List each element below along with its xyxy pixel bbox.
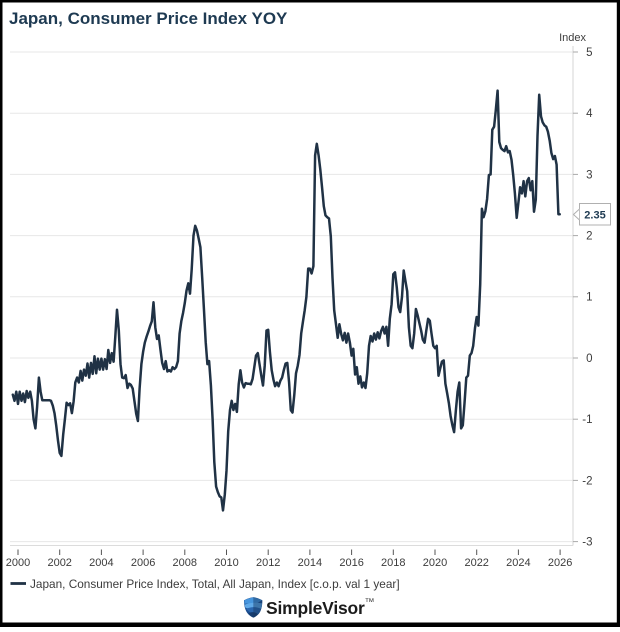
svg-text:2.35: 2.35 [584,210,605,222]
svg-text:2020: 2020 [423,557,447,569]
svg-text:2016: 2016 [339,557,363,569]
svg-text:-1: -1 [582,414,592,426]
svg-text:2012: 2012 [256,557,280,569]
svg-text:SimpleVisor: SimpleVisor [266,598,365,618]
svg-text:2014: 2014 [298,557,322,569]
svg-text:2006: 2006 [131,557,155,569]
svg-text:1: 1 [586,292,592,304]
svg-text:-2: -2 [582,475,592,487]
svg-text:2: 2 [586,231,592,243]
svg-text:5: 5 [586,47,592,59]
svg-text:2004: 2004 [89,557,113,569]
svg-text:Index: Index [559,32,586,44]
svg-text:4: 4 [586,108,593,120]
svg-text:2018: 2018 [381,557,405,569]
svg-text:2008: 2008 [173,557,197,569]
svg-text:Japan, Consumer Price Index, T: Japan, Consumer Price Index, Total, All … [30,577,400,591]
svg-text:2024: 2024 [506,557,530,569]
svg-text:2000: 2000 [6,557,30,569]
svg-text:0: 0 [586,353,592,365]
svg-text:2026: 2026 [548,557,572,569]
svg-text:-3: -3 [582,537,592,549]
svg-text:2002: 2002 [47,557,71,569]
svg-text:Japan, Consumer Price Index YO: Japan, Consumer Price Index YOY [9,9,288,28]
svg-text:™: ™ [365,597,375,608]
svg-text:2022: 2022 [464,557,488,569]
svg-text:2010: 2010 [214,557,238,569]
svg-text:3: 3 [586,169,592,181]
